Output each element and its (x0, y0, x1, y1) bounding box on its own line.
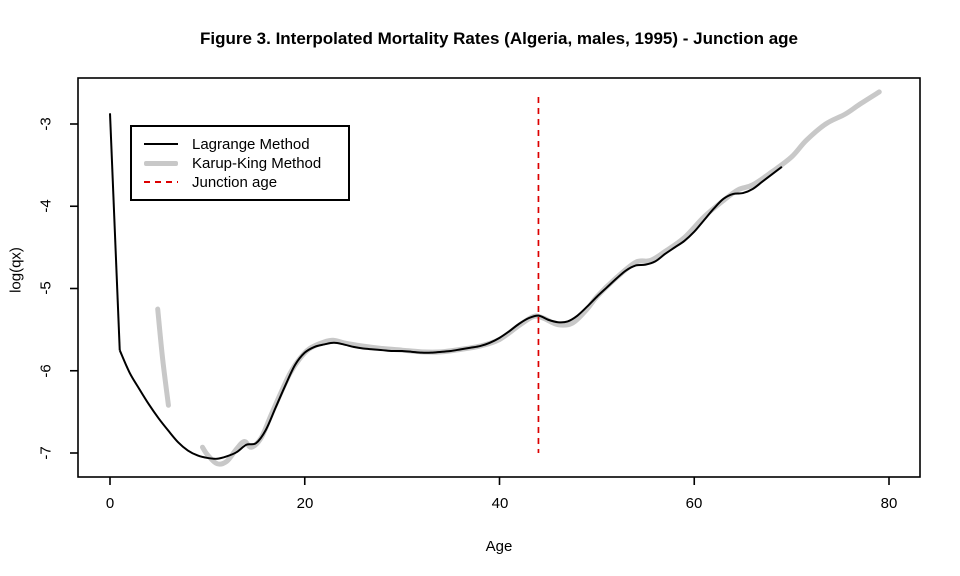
legend-label: Junction age (192, 173, 278, 191)
legend-item-lagrange: Lagrange Method (144, 135, 348, 154)
x-tick-label: 60 (685, 495, 703, 512)
lagrange-line-sample (144, 143, 178, 145)
legend: Lagrange Method Karup-King Method Juncti… (130, 125, 350, 201)
chart-title: Figure 3. Interpolated Mortality Rates (… (200, 29, 798, 48)
y-tick-label: -3 (37, 117, 55, 131)
karup-king-curve-1 (200, 89, 882, 467)
lagrange-curve (118, 165, 783, 460)
x-tick-label: 40 (491, 495, 509, 512)
x-tick-label: 20 (296, 495, 314, 512)
lagrange-curve-drop (109, 113, 121, 351)
legend-label: Karup-King Method (192, 154, 322, 172)
karup-king-line-sample (144, 160, 178, 166)
x-axis-label: Age (485, 538, 513, 555)
legend-item-karup-king: Karup-King Method (144, 154, 348, 173)
y-tick-label: -6 (37, 364, 55, 378)
legend-label: Lagrange Method (192, 135, 310, 153)
legend-item-junction-age: Junction age (144, 173, 348, 192)
y-tick-label: -7 (37, 446, 55, 460)
karup-king-curve-0 (155, 306, 171, 408)
junction-age-line-sample (144, 181, 178, 183)
x-tick-label: 0 (105, 495, 115, 512)
y-tick-label: -4 (37, 199, 55, 213)
x-tick-label: 80 (880, 495, 898, 512)
y-tick-label: -5 (37, 281, 55, 295)
y-axis-label: log(qx) (7, 247, 25, 293)
